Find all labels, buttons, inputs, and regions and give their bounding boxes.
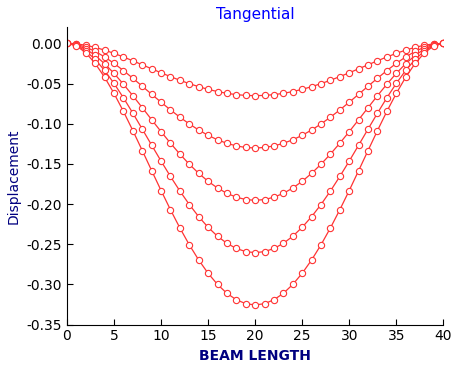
X-axis label: BEAM LENGTH: BEAM LENGTH [199,349,311,363]
Title: Tangential: Tangential [216,7,295,22]
Y-axis label: Displacement: Displacement [7,128,21,224]
